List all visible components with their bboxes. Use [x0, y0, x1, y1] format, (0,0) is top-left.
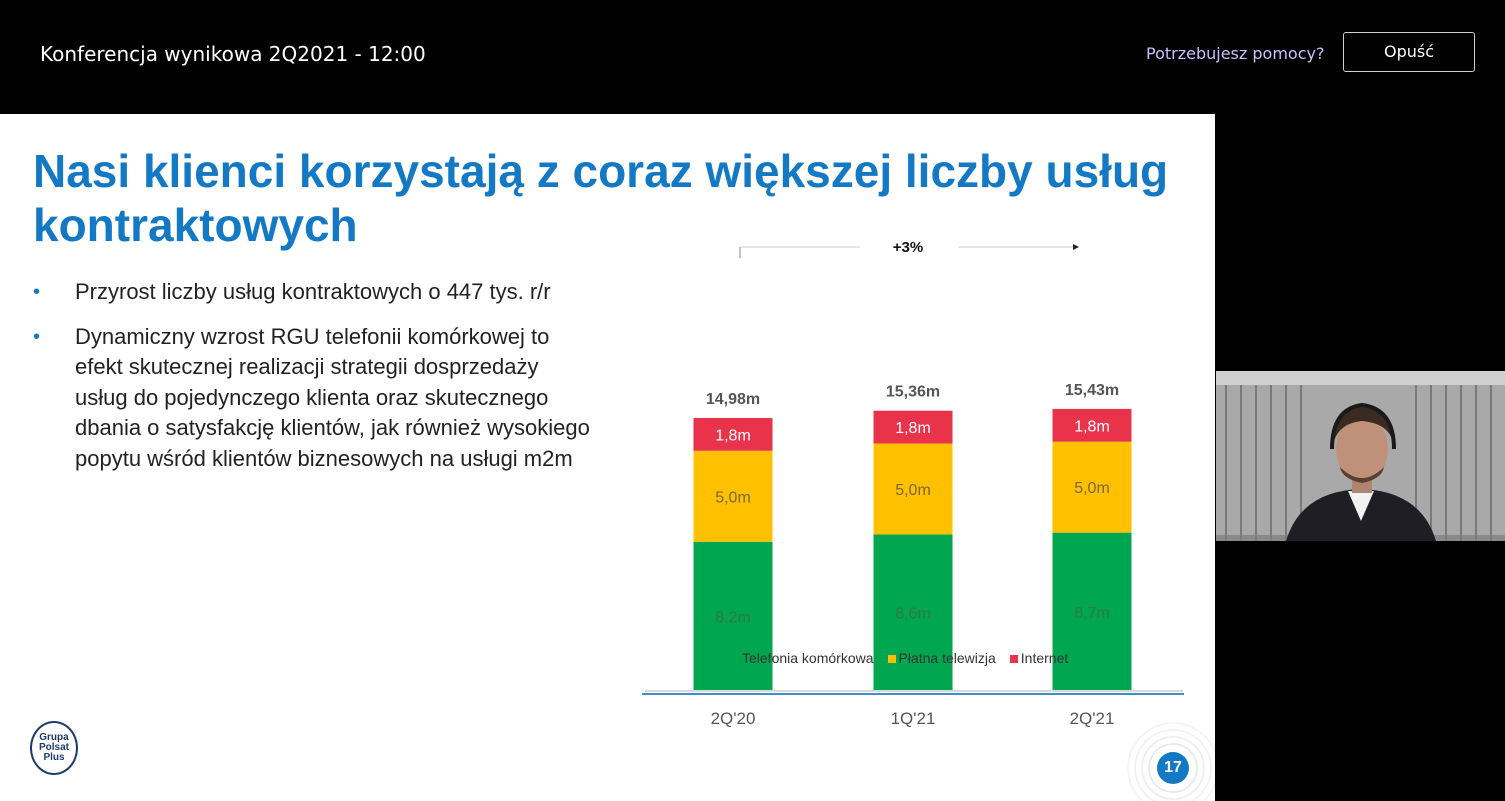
- bar-value-label: 5,0m: [715, 489, 751, 506]
- bar-segment-internet-2: [1052, 408, 1132, 442]
- x-tick-label: 1Q'21: [891, 709, 936, 728]
- slide-title: Nasi klienci korzystają z coraz większej…: [33, 145, 1169, 251]
- legend-item: Internet: [1009, 650, 1069, 666]
- bar-value-label: 5,0m: [1074, 480, 1110, 497]
- bar-value-label: 1,8m: [895, 420, 931, 437]
- bar-value-label: 8,6m: [895, 606, 931, 623]
- legend-swatch-yellow: [887, 655, 896, 663]
- chart-underline: [642, 693, 1184, 695]
- legend-label: Płatna telewizja: [898, 650, 996, 666]
- meeting-topbar: Konferencja wynikowa 2Q2021 - 12:00 Potr…: [0, 0, 1505, 113]
- growth-label: +3%: [893, 239, 923, 256]
- participant-video-frame: [1216, 371, 1505, 541]
- ripple-decoration: [1127, 722, 1215, 801]
- bullet-dot: •: [33, 325, 41, 348]
- bar-value-label: 5,0m: [895, 482, 931, 499]
- legend-item: Telefonia komórkowa: [731, 650, 874, 666]
- chart-legend: Telefonia komórkowa Płatna telewizja Int…: [731, 650, 1068, 666]
- bar-value-label: 8,7m: [1074, 605, 1110, 622]
- arrow-head-icon: [1073, 244, 1079, 250]
- legend-swatch-red: [1009, 655, 1018, 663]
- legend-item: Płatna telewizja: [887, 650, 996, 666]
- bar-total-label: 15,43m: [1065, 382, 1119, 399]
- bullet-item: • Dynamiczny wzrost RGU telefonii komórk…: [33, 322, 593, 475]
- participant-video[interactable]: [1216, 371, 1505, 541]
- bar-segment-telefonia-komórkowa-1: [873, 534, 953, 691]
- bar-value-label: 1,8m: [715, 427, 751, 444]
- bullet-dot: •: [33, 281, 41, 303]
- legend-label: Telefonia komórkowa: [742, 650, 874, 666]
- bar-segment-płatna-telewizja-0: [693, 450, 773, 542]
- presentation-slide: Nasi klienci korzystają z coraz większej…: [0, 114, 1215, 801]
- bullet-text: Przyrost liczby usług kontraktowych o 44…: [75, 279, 551, 304]
- bullet-list: • Przyrost liczby usług kontraktowych o …: [33, 277, 593, 488]
- bar-segment-internet-1: [873, 410, 953, 444]
- bar-total-label: 15,36m: [886, 384, 940, 401]
- stacked-bar-chart: +3% 8,2m 5,0m 1,8m 14,98m 2Q'20 8,6m 5,0m 1,8m 1…: [645, 239, 1183, 728]
- bar-segment-płatna-telewizja-2: [1052, 441, 1132, 533]
- polsat-logo: Grupa Polsat Plus: [30, 721, 78, 775]
- bar-segment-płatna-telewizja-1: [873, 443, 953, 535]
- bar-segment-telefonia-komórkowa-0: [693, 541, 773, 691]
- legend-label: Internet: [1020, 650, 1069, 666]
- page-number-badge: 17: [1157, 752, 1189, 784]
- bar-segment-telefonia-komórkowa-2: [1052, 532, 1132, 691]
- bar-segment-internet-0: [693, 418, 773, 451]
- meeting-title: Konferencja wynikowa 2Q2021 - 12:00: [40, 42, 426, 66]
- help-link[interactable]: Potrzebujesz pomocy?: [1146, 44, 1325, 63]
- growth-arrow: [739, 244, 1079, 258]
- bullet-item: • Przyrost liczby usług kontraktowych o …: [33, 277, 593, 308]
- bar-value-label: 8,2m: [715, 609, 751, 626]
- x-tick-label: 2Q'21: [1070, 709, 1115, 728]
- x-tick-label: 2Q'20: [711, 709, 756, 728]
- bar-total-label: 14,98m: [706, 391, 760, 408]
- leave-button[interactable]: Opuść: [1343, 32, 1475, 72]
- legend-swatch-green: [731, 655, 739, 663]
- bar-value-label: 1,8m: [1074, 418, 1110, 435]
- bullet-text: Dynamiczny wzrost RGU telefonii komórkow…: [75, 323, 590, 471]
